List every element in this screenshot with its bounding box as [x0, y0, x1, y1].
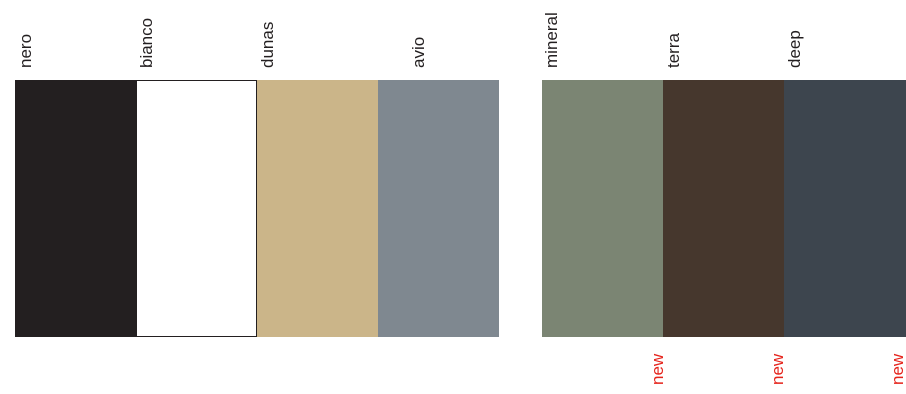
swatch-label-bianco: bianco: [137, 17, 156, 68]
new-tag-mineral: new: [648, 353, 667, 385]
swatch-label-dunas: dunas: [258, 21, 277, 68]
swatch-label-terra: terra: [664, 33, 683, 68]
swatch-label-avio: avio: [409, 36, 428, 68]
swatch-terra: [663, 80, 784, 337]
swatch-label-deep: deep: [785, 30, 804, 68]
new-tag-deep: new: [888, 353, 906, 385]
swatch-deep: [784, 80, 906, 337]
swatch-dunas: [257, 80, 378, 337]
swatch-mineral: [542, 80, 663, 337]
swatch-nero: [15, 80, 136, 337]
new-tag-terra: new: [768, 353, 787, 385]
swatch-bianco: [136, 80, 257, 337]
swatch-label-nero: nero: [16, 33, 35, 68]
swatch-label-mineral: mineral: [542, 12, 561, 68]
swatch-avio: [378, 80, 499, 337]
